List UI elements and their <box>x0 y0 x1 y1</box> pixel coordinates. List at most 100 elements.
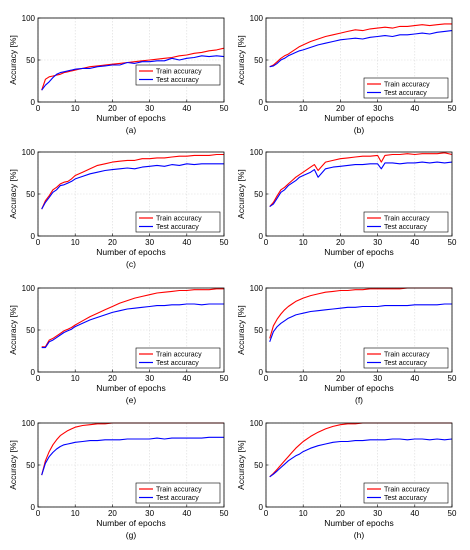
legend-label: Train accuracy <box>384 352 430 359</box>
x-tick-label: 30 <box>145 104 154 113</box>
x-axis-label: Number of epochs <box>324 383 393 393</box>
subplot-caption: (h) <box>354 530 365 540</box>
x-tick-label: 30 <box>145 238 154 247</box>
legend-label: Test accuracy <box>156 495 199 502</box>
x-tick-label: 20 <box>336 509 345 518</box>
series-line-train <box>269 23 452 68</box>
x-tick-label: 40 <box>182 374 191 383</box>
y-axis-label: Accuracy [%] <box>236 305 246 355</box>
y-tick-label: 100 <box>250 14 264 23</box>
x-tick-label: 10 <box>71 374 80 383</box>
subplot-2: 0 10 20 30 40 50 0 50 100 Number of epochs Accurac… <box>236 14 457 135</box>
x-tick-label: 10 <box>71 238 80 247</box>
legend-box <box>135 347 221 369</box>
legend-label: Train accuracy <box>156 216 202 223</box>
subplot-caption: (c) <box>126 259 136 269</box>
x-axis-label: Number of epochs <box>324 113 393 123</box>
x-tick-label: 30 <box>373 238 382 247</box>
y-tick-label: 50 <box>254 326 263 335</box>
subplot-caption: (g) <box>126 530 137 540</box>
x-tick-label: 40 <box>182 104 191 113</box>
y-tick-label: 0 <box>259 98 264 107</box>
legend-box <box>135 64 221 86</box>
x-tick-label: 40 <box>410 238 419 247</box>
x-tick-label: 10 <box>71 104 80 113</box>
y-tick-label: 100 <box>250 419 264 428</box>
subplot-caption: (a) <box>126 125 137 135</box>
x-tick-label: 10 <box>299 509 308 518</box>
subplot-caption: (e) <box>126 395 137 405</box>
legend-label: Test accuracy <box>384 224 427 231</box>
subplot-8: 0 10 20 30 40 50 0 50 100 Number of epochs Accurac… <box>236 419 457 540</box>
x-axis-label: Number of epochs <box>96 383 165 393</box>
x-axis-label: Number of epochs <box>96 518 165 528</box>
y-tick-label: 100 <box>22 419 36 428</box>
y-tick-label: 0 <box>259 368 264 377</box>
x-tick-label: 10 <box>299 104 308 113</box>
x-tick-label: 0 <box>36 509 41 518</box>
legend-label: Train accuracy <box>384 487 430 494</box>
legend-label: Test accuracy <box>156 224 199 231</box>
y-tick-label: 0 <box>31 232 36 241</box>
y-axis-label: Accuracy [%] <box>8 35 18 85</box>
legend-box <box>363 482 449 504</box>
x-tick-label: 10 <box>71 509 80 518</box>
series-line-test <box>269 30 453 68</box>
x-tick-label: 10 <box>299 238 308 247</box>
y-tick-label: 50 <box>26 56 35 65</box>
y-tick-label: 0 <box>31 98 36 107</box>
y-tick-label: 100 <box>22 148 36 157</box>
legend-box <box>363 77 449 99</box>
x-tick-label: 20 <box>108 104 117 113</box>
subplot-4: 0 10 20 30 40 50 0 50 100 Number of epochs Accurac… <box>236 148 457 269</box>
series-line-test <box>41 55 225 91</box>
y-tick-label: 100 <box>22 14 36 23</box>
series-line-train <box>41 288 224 348</box>
series-line-test <box>41 436 224 476</box>
subplot-caption: (d) <box>354 259 365 269</box>
x-tick-label: 30 <box>145 509 154 518</box>
legend-label: Test accuracy <box>384 495 427 502</box>
y-tick-label: 50 <box>26 190 35 199</box>
x-tick-label: 0 <box>264 374 269 383</box>
x-tick-label: 50 <box>448 238 457 247</box>
y-axis-label: Accuracy [%] <box>8 169 18 219</box>
x-tick-label: 40 <box>410 374 419 383</box>
x-tick-label: 50 <box>220 509 229 518</box>
x-tick-label: 20 <box>336 104 345 113</box>
y-tick-label: 0 <box>31 368 36 377</box>
subplot-7: 0 10 20 30 40 50 0 50 100 Number of epochs Accurac… <box>8 419 229 540</box>
y-tick-label: 0 <box>259 503 264 512</box>
legend-label: Train accuracy <box>384 82 430 89</box>
x-tick-label: 20 <box>336 374 345 383</box>
x-tick-label: 50 <box>220 238 229 247</box>
subplot-caption: (f) <box>355 395 363 405</box>
legend-label: Test accuracy <box>156 77 199 84</box>
legend-label: Test accuracy <box>384 360 427 367</box>
legend-label: Train accuracy <box>156 352 202 359</box>
x-tick-label: 50 <box>448 374 457 383</box>
legend-box <box>135 211 221 233</box>
series-line-train <box>41 47 225 91</box>
x-tick-label: 50 <box>448 509 457 518</box>
subplot-6: 0 10 20 30 40 50 0 50 100 Number of epochs Accurac… <box>236 284 457 405</box>
legend-label: Train accuracy <box>156 487 202 494</box>
x-axis-label: Number of epochs <box>324 247 393 257</box>
x-tick-label: 30 <box>145 374 154 383</box>
y-axis-label: Accuracy [%] <box>8 305 18 355</box>
y-axis-label: Accuracy [%] <box>236 440 246 490</box>
legend-label: Train accuracy <box>384 216 430 223</box>
x-axis-label: Number of epochs <box>324 518 393 528</box>
x-tick-label: 20 <box>108 374 117 383</box>
x-tick-label: 0 <box>264 238 269 247</box>
x-tick-label: 50 <box>220 104 229 113</box>
x-axis-label: Number of epochs <box>96 113 165 123</box>
x-axis-label: Number of epochs <box>96 247 165 257</box>
